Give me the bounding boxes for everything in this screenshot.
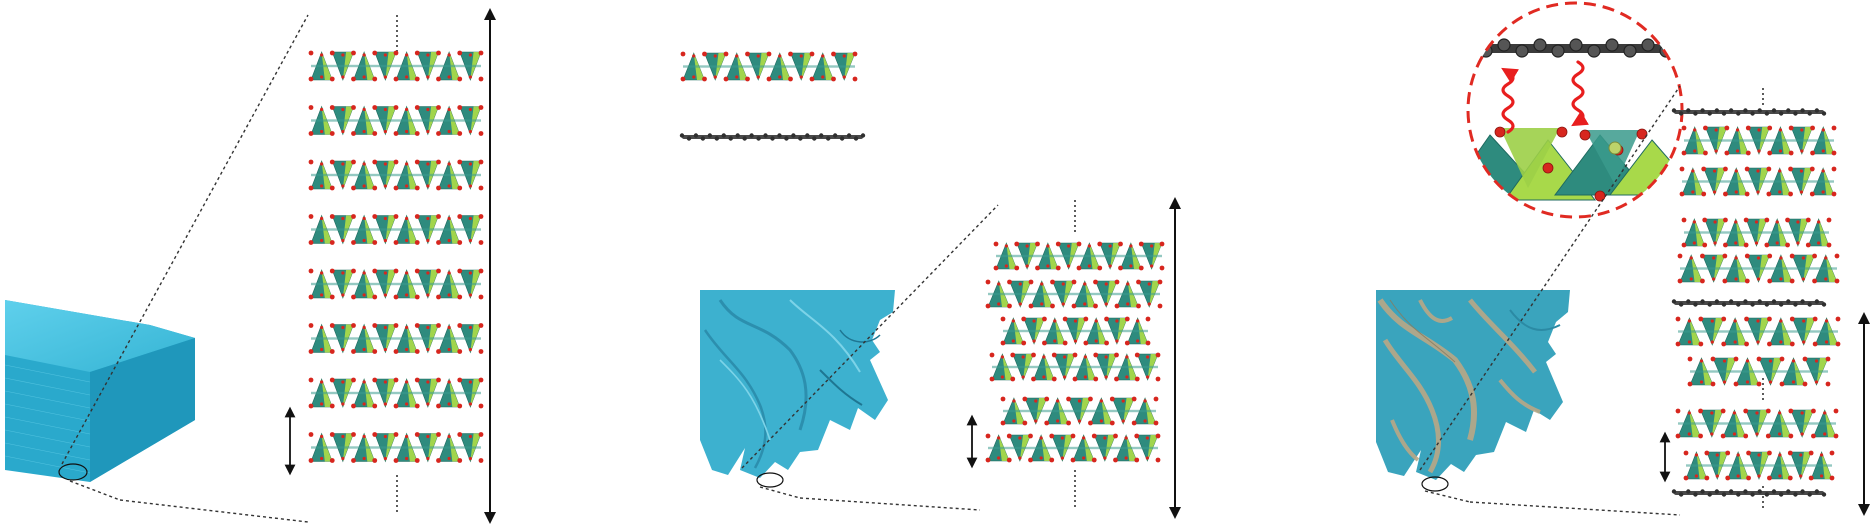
- graphene-layer: [679, 133, 866, 141]
- oxide-layer: [1679, 166, 1837, 197]
- oxide-layer: [308, 268, 484, 300]
- zoom-guide-lower-b: [1469, 501, 1681, 516]
- oxide-layer: [1681, 125, 1837, 156]
- oxide-layer: [1687, 356, 1831, 387]
- zoom-guide-lower-a: [1424, 490, 1471, 503]
- graphene-layer: [1671, 299, 1827, 307]
- zoom-guide-lower-a: [759, 486, 801, 499]
- zoom-circle: [1421, 476, 1449, 492]
- oxide-layer: [680, 51, 858, 82]
- oxide-layer: [308, 50, 484, 82]
- oxide-layer: [1677, 253, 1840, 284]
- single-oxide-sheet: [680, 51, 858, 82]
- oxide-layer: [993, 241, 1165, 271]
- oxide-layer: [1675, 316, 1841, 347]
- oxide-layer: [308, 323, 484, 354]
- oxide-layer: [1683, 450, 1835, 481]
- oxide-layer: [1675, 408, 1839, 439]
- oxide-layer: [308, 432, 484, 463]
- oxide-layer: [308, 159, 484, 191]
- layer-stack-hybrid: [1671, 108, 1841, 497]
- oxide-layer: [1681, 217, 1832, 248]
- zoom-guide-lower-b: [119, 499, 309, 523]
- single-graphene-sheet: [679, 133, 866, 141]
- crumpled-particle: [700, 290, 895, 488]
- oxide-layer: [989, 352, 1161, 382]
- charge-transfer-waves: [1501, 60, 1589, 134]
- zoom-circle: [756, 472, 784, 488]
- zoom-circle: [58, 463, 88, 481]
- zoom-guide-lower-b: [799, 497, 981, 511]
- oxide-layer: [1000, 396, 1159, 426]
- oxide-layer: [1000, 316, 1151, 346]
- panel-bulk-crystal: [4, 7, 496, 524]
- panel-graphene-hybrid: [1376, 1, 1870, 516]
- graphene-layer: [1671, 489, 1827, 497]
- layer-stack-bulk: [308, 50, 484, 463]
- zoom-guide-upper: [61, 14, 309, 465]
- oxide-layer: [308, 377, 484, 409]
- layer-stack-exfoliated: [985, 241, 1165, 463]
- coated-crumpled-particle: [1376, 290, 1570, 492]
- zoom-guide-upper: [741, 204, 999, 469]
- oxide-layer: [308, 214, 484, 245]
- graphene-layer: [1671, 108, 1827, 116]
- oxide-layer: [308, 105, 484, 136]
- interface-inset: [1466, 1, 1684, 219]
- zoom-guide-upper: [1419, 85, 1681, 471]
- oxide-layer: [985, 279, 1163, 309]
- zoom-guide-lower-a: [69, 480, 121, 501]
- oxide-layer: [985, 433, 1161, 463]
- bulk-particle-block: [4, 300, 195, 482]
- panel-exfoliated-sheets: [679, 51, 1181, 519]
